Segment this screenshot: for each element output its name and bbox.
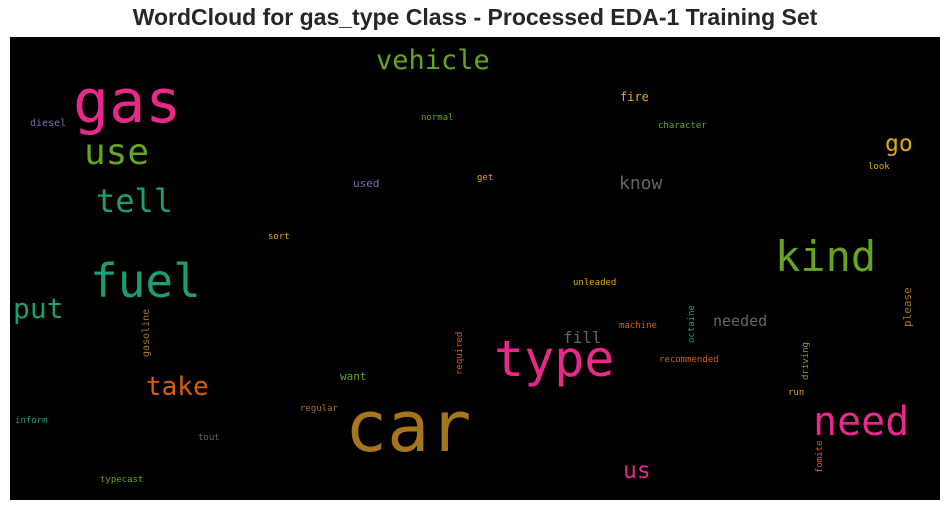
word-diesel: diesel — [30, 118, 67, 129]
word-gasoline: gasoline — [141, 308, 152, 357]
word-sort: sort — [268, 232, 290, 242]
word-look: look — [868, 162, 890, 172]
word-need: need — [813, 399, 910, 445]
word-typecast: typecast — [100, 475, 144, 485]
word-put: put — [13, 292, 64, 325]
word-use: use — [84, 132, 150, 173]
word-needed: needed — [713, 312, 768, 330]
word-driving: driving — [801, 342, 811, 380]
word-used: used — [353, 177, 380, 190]
word-type: type — [494, 330, 615, 388]
word-machine: machine — [619, 321, 657, 331]
word-fill: fill — [563, 328, 602, 347]
wordcloud-canvas: gas car type fuel kind need use tell veh… — [10, 37, 940, 500]
word-fire: fire — [620, 90, 649, 104]
word-kind: kind — [775, 232, 877, 281]
word-inform: inform — [15, 416, 48, 426]
word-character: character — [658, 121, 707, 131]
word-unleaded: unleaded — [573, 278, 617, 288]
chart-title: WordCloud for gas_type Class - Processed… — [132, 4, 818, 30]
word-get: get — [477, 173, 494, 183]
word-us: us — [623, 458, 651, 484]
word-normal: normal — [421, 113, 454, 123]
word-gas: gas — [73, 67, 182, 137]
word-go: go — [885, 131, 913, 157]
word-run: run — [788, 388, 805, 398]
word-vehicle: vehicle — [376, 45, 490, 76]
word-want: want — [340, 370, 367, 383]
word-octaine: octaine — [687, 305, 697, 343]
word-tell: tell — [96, 182, 174, 220]
word-know: know — [619, 173, 663, 194]
word-fomite: fomite — [815, 440, 825, 473]
word-recommended: recommended — [659, 355, 719, 365]
word-tout: tout — [198, 433, 220, 443]
word-fuel: fuel — [90, 254, 201, 308]
word-car: car — [345, 386, 472, 468]
word-regular: regular — [300, 404, 338, 414]
word-required: required — [455, 331, 465, 375]
word-please: please — [901, 287, 914, 327]
word-take: take — [146, 372, 209, 402]
